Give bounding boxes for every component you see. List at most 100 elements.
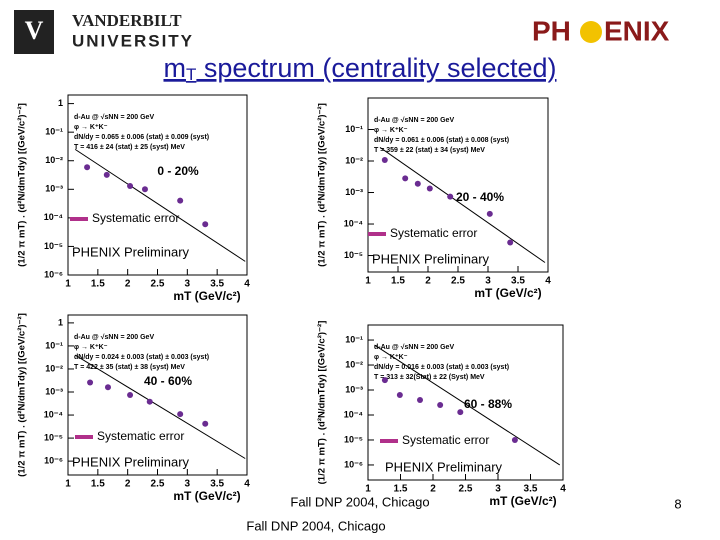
- centrality-label: 40 - 60%: [144, 374, 192, 388]
- y-tick-label: 10⁻⁴: [344, 218, 363, 228]
- centrality-label: 20 - 40%: [456, 190, 504, 204]
- y-tick-label: 10⁻²: [345, 359, 363, 369]
- y-tick-label: 10⁻⁴: [344, 409, 363, 419]
- fit-line: [74, 354, 246, 459]
- annotation: d-Au @ √sNN = 200 GeV: [374, 116, 454, 124]
- data-point: [426, 185, 433, 192]
- annotation: T = 313 ± 32(Stat) ± 22 (Syst) MeV: [374, 374, 485, 381]
- y-tick-label: 10⁻⁶: [44, 269, 63, 279]
- legend-swatch: [70, 217, 88, 221]
- x-tick-label: 1: [365, 276, 371, 287]
- y-tick-label: 10⁻¹: [45, 127, 63, 137]
- x-tick-label: 1: [65, 479, 71, 490]
- page-number: 8: [674, 496, 681, 511]
- x-tick-label: 2.5: [151, 479, 165, 490]
- logo-mark: V: [25, 16, 44, 45]
- data-point: [104, 384, 111, 391]
- y-tick-label: 10⁻⁵: [344, 250, 363, 260]
- annotation: φ → K⁺K⁻: [74, 124, 108, 131]
- logo-text: UNIVERSITY: [72, 31, 194, 50]
- x-tick-label: 2: [430, 484, 436, 495]
- fit-line: [374, 344, 561, 466]
- x-tick-label: 3: [485, 276, 491, 287]
- y-tick-label: 10⁻¹: [345, 334, 363, 344]
- data-point: [127, 392, 134, 399]
- x-tick-label: 2: [425, 276, 431, 287]
- data-point: [146, 398, 153, 405]
- watermark: PHENIX Preliminary: [385, 459, 503, 474]
- annotation: dN/dy = 0.061 ± 0.006 (stat) ± 0.008 (sy…: [374, 137, 509, 144]
- y-tick-label: 10⁻³: [45, 184, 63, 194]
- data-point: [396, 392, 403, 399]
- x-axis-label: mT (GeV/c²): [489, 494, 556, 508]
- fit-line: [379, 147, 546, 263]
- y-tick-label: 1: [58, 98, 63, 108]
- y-axis-label: (1/2 π mT) . (d²N/dmTdy) [(GeV/c²)⁻²]: [17, 103, 28, 267]
- chart: 10⁻¹ 10⁻² 10⁻³ 10⁻⁴ 10⁻⁵ 1 1.5 2 2.5 3 3.5 4 mT (GeV…: [317, 97, 551, 300]
- legend-label: Systematic error: [390, 226, 477, 240]
- logo-text: PH: [532, 15, 571, 46]
- y-tick-label: 10⁻²: [45, 155, 63, 165]
- x-tick-label: 1: [65, 279, 71, 290]
- legend-label: Systematic error: [92, 211, 179, 225]
- y-tick-label: 10⁻⁴: [44, 409, 63, 419]
- data-point: [447, 193, 454, 200]
- annotation: d-Au @ √sNN = 200 GeV: [374, 343, 454, 351]
- title-part: T: [186, 65, 196, 84]
- watermark: PHENIX Preliminary: [72, 244, 190, 259]
- chart: 110⁻¹10⁻²10⁻³10⁻⁴10⁻⁵10⁻⁶1 1.5 2 2.5 3 3.5 4mT…: [17, 313, 251, 503]
- annotation: dN/dy = 0.065 ± 0.006 (stat) ± 0.009 (sy…: [74, 134, 209, 141]
- x-tick-label: 3.5: [524, 484, 538, 495]
- data-point: [103, 171, 110, 178]
- footer: Fall DNP 2004, Chicago: [290, 494, 429, 509]
- legend-swatch: [380, 439, 398, 443]
- data-point: [202, 221, 209, 228]
- data-point: [127, 183, 134, 190]
- data-point: [141, 186, 148, 193]
- chart: 110⁻¹10⁻²10⁻³10⁻⁴10⁻⁵10⁻⁶1 1.5 2 2.5 3 3.5 4mT…: [17, 94, 250, 303]
- y-tick-label: 10⁻⁶: [344, 459, 363, 469]
- x-tick-label: 1.5: [91, 479, 105, 490]
- x-tick-label: 2: [125, 279, 131, 290]
- y-tick-label: 10⁻⁵: [44, 241, 63, 251]
- slide-title: mT spectrum (centrality selected): [163, 53, 556, 84]
- y-tick-label: 10⁻⁵: [44, 432, 63, 442]
- logo-text: VANDERBILT: [72, 11, 182, 30]
- y-tick-label: 10⁻⁴: [44, 212, 63, 222]
- logo-sun: [580, 21, 602, 43]
- x-tick-label: 2.5: [151, 279, 165, 290]
- annotation: T = 422 ± 35 (stat) ± 38 (syst) MeV: [74, 364, 185, 371]
- watermark: PHENIX Preliminary: [372, 251, 490, 266]
- x-tick-label: 2: [125, 479, 131, 490]
- legend-swatch: [368, 232, 386, 236]
- y-tick-label: 10⁻²: [45, 363, 63, 373]
- phenix-logo: PH ENIX: [532, 15, 670, 46]
- y-tick-label: 10⁻³: [345, 187, 363, 197]
- x-tick-label: 3.5: [511, 276, 525, 287]
- y-tick-label: 10⁻³: [45, 386, 63, 396]
- data-point: [84, 164, 91, 171]
- annotation: T = 359 ± 22 (stat) ± 34 (syst) MeV: [374, 147, 485, 154]
- x-tick-label: 4: [244, 279, 250, 290]
- data-point: [402, 175, 409, 182]
- annotation: d-Au @ √sNN = 200 GeV: [74, 113, 154, 121]
- x-tick-label: 4: [545, 276, 551, 287]
- annotation: dN/dy = 0.016 ± 0.003 (stat) ± 0.003 (sy…: [374, 364, 509, 371]
- data-point: [414, 180, 421, 187]
- x-axis-label: mT (GeV/c²): [173, 289, 240, 303]
- x-tick-label: 1.5: [391, 276, 405, 287]
- x-tick-label: 1: [365, 484, 371, 495]
- data-point: [87, 379, 94, 386]
- data-point: [417, 396, 423, 403]
- data-point: [202, 420, 209, 427]
- chart: 10⁻¹ 10⁻² 10⁻³ 10⁻⁴ 10⁻⁵ 10⁻⁶ 1 1.5 2 2.5 3 3.5 4 mT …: [317, 321, 567, 509]
- legend-swatch: [75, 435, 93, 439]
- x-tick-label: 3.5: [210, 279, 224, 290]
- y-tick-label: 10⁻¹: [345, 124, 363, 134]
- legend-label: Systematic error: [402, 433, 489, 447]
- x-tick-label: 3: [185, 479, 191, 490]
- y-tick-label: 10⁻⁵: [344, 434, 363, 444]
- annotation: φ → K⁺K⁻: [74, 344, 108, 351]
